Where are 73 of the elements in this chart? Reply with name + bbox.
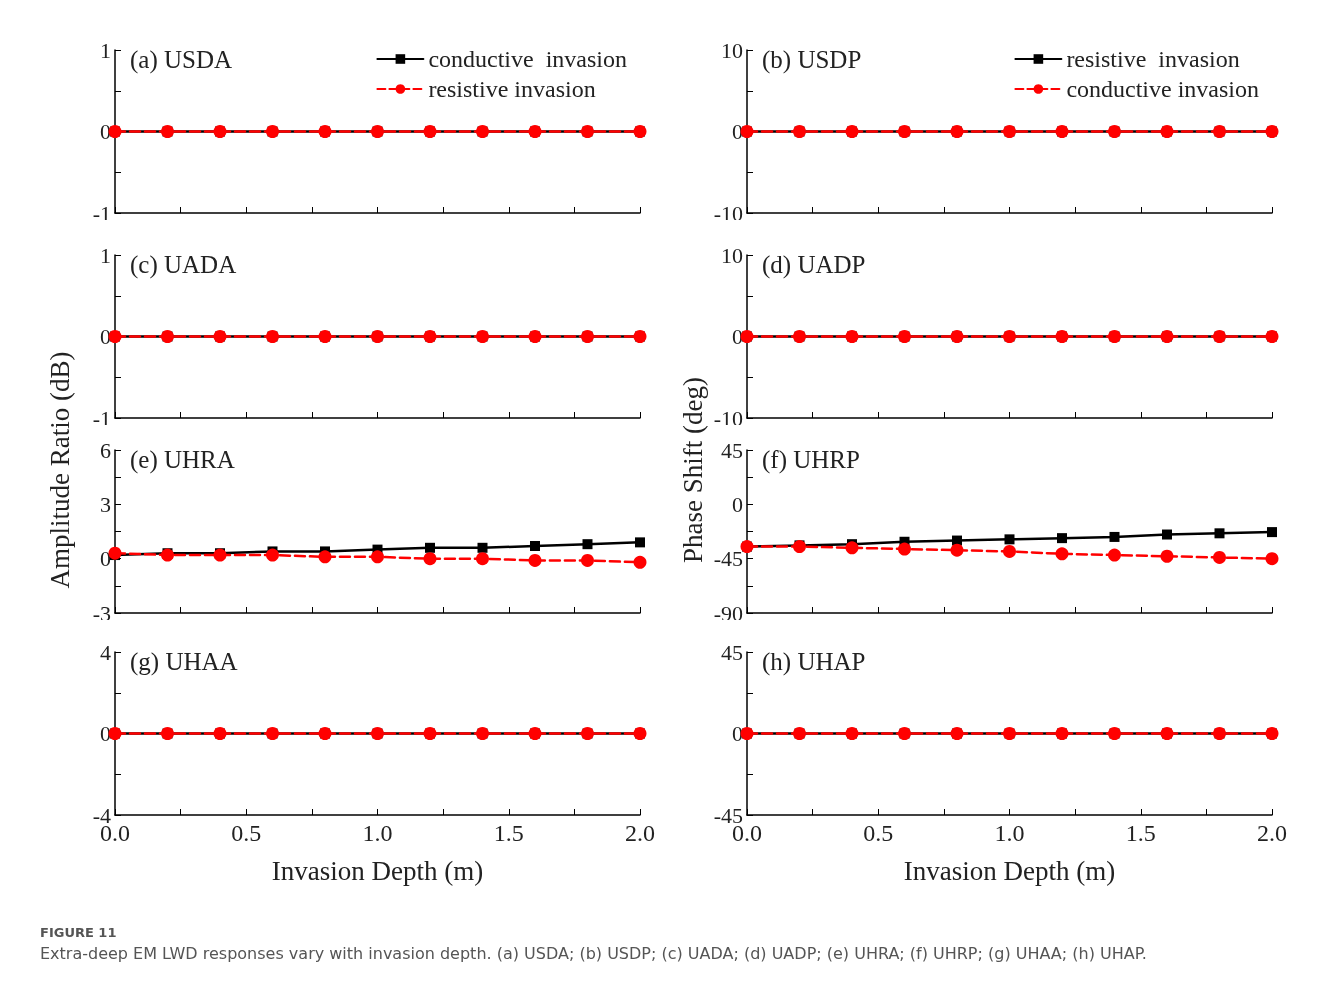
point	[1267, 527, 1277, 538]
chart-title: (f) UHRP	[762, 446, 860, 474]
point	[1162, 529, 1172, 540]
legend-label: conductive invasion	[428, 46, 627, 72]
x-tick-label: 1.5	[1125, 820, 1156, 846]
text: Extra-deep EM LWD responses vary with invasion depth. (a) USDA; (b) USDP; (c) UADA; (d) UADP; (e) UHRA; (f) UHRP; (g) UHAA; (h) UHAP.	[40, 944, 1148, 963]
y-tick-label: 4	[100, 639, 111, 665]
x-tick-label: 2.0	[625, 820, 655, 846]
point	[423, 552, 437, 566]
point	[845, 541, 859, 555]
y-tick-label: -1	[92, 405, 111, 431]
point	[371, 550, 384, 564]
y-tick-label: -45	[713, 546, 743, 572]
x-tick-label: 1.0	[362, 820, 393, 846]
legend-label: resistive invasion	[428, 76, 596, 102]
legend-label: conductive invasion	[1066, 76, 1259, 102]
y-tick-label: -3	[92, 600, 111, 626]
point	[1213, 550, 1226, 564]
point	[1265, 552, 1279, 566]
point	[950, 543, 964, 557]
point	[476, 552, 489, 566]
point	[898, 542, 911, 556]
y-tick-label: 45	[721, 437, 743, 463]
point	[1109, 531, 1120, 542]
chart-title: (g) UHAA	[130, 648, 238, 676]
y-tick-label: -10	[713, 200, 743, 226]
point	[530, 540, 540, 551]
point	[1108, 548, 1121, 562]
chart-title: (c) UADA	[130, 251, 237, 279]
point	[1214, 528, 1225, 539]
x-axis-title: Invasion Depth (m)	[903, 855, 1116, 886]
y-tick-label: 0	[732, 491, 743, 517]
point	[1004, 534, 1015, 545]
y-tick-label: 6	[100, 437, 111, 463]
y-tick-label: 10	[721, 37, 743, 63]
point	[266, 548, 279, 562]
point	[528, 553, 542, 567]
point	[1057, 533, 1067, 544]
y-tick-label: 3	[100, 491, 111, 517]
x-tick-label: 0.5	[231, 820, 262, 846]
point	[633, 555, 647, 569]
x-tick-label: 2.0	[1257, 820, 1287, 846]
y-axis-title: Phase Shift (deg)	[678, 377, 708, 563]
y-tick-label: 45	[721, 639, 743, 665]
point	[581, 553, 594, 567]
y-tick-label: 0	[100, 546, 111, 572]
y-tick-label: 1	[100, 242, 111, 268]
point	[1055, 547, 1069, 561]
chart-title: (d) UADP	[762, 251, 866, 279]
point	[425, 542, 435, 553]
point	[582, 539, 593, 550]
point	[108, 546, 122, 560]
x-tick-label: 1.5	[493, 820, 524, 846]
x-axis-title: Invasion Depth (m)	[271, 855, 484, 886]
y-tick-label: -1	[92, 200, 111, 226]
chart-title: (e) UHRA	[130, 446, 235, 474]
y-axis-title: Amplitude Ratio (dB)	[45, 351, 75, 589]
x-tick-label: 0.5	[863, 820, 894, 846]
point	[635, 537, 645, 548]
chart-title: (a) USDA	[130, 46, 233, 74]
legend-label: resistive invasion	[1066, 46, 1240, 72]
point	[477, 542, 488, 553]
chart-title: (b) USDP	[762, 46, 862, 74]
x-tick-label: 1.0	[994, 820, 1025, 846]
y-tick-label: -10	[713, 405, 743, 431]
y-tick-label: 1	[100, 37, 111, 63]
chart-title: (h) UHAP	[762, 648, 866, 676]
y-tick-label: -90	[713, 600, 743, 626]
caption: FIGURE 11	[40, 925, 118, 940]
point	[1160, 549, 1174, 563]
point	[1003, 544, 1016, 558]
y-tick-label: 10	[721, 242, 743, 268]
point	[318, 550, 332, 564]
